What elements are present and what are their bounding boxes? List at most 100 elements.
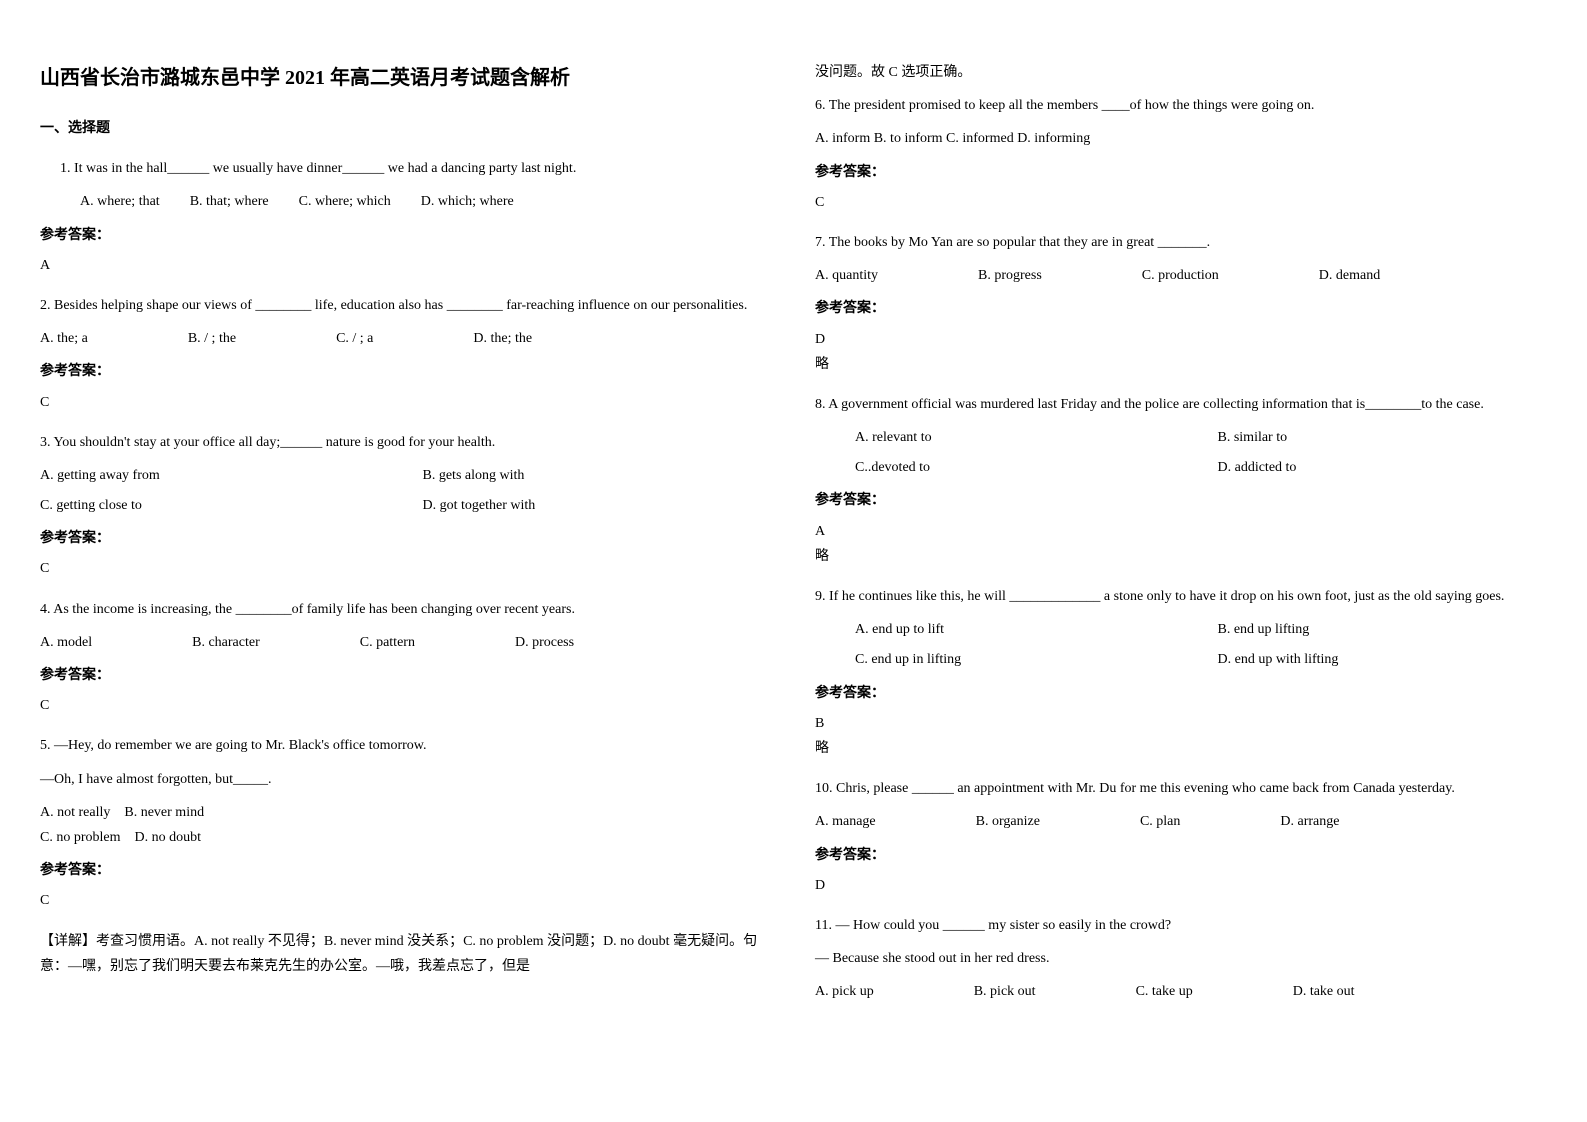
q1-answer-label: 参考答案：: [40, 223, 765, 248]
q8-note: 略: [815, 544, 1540, 569]
question-5: 5. —Hey, do remember we are going to Mr.…: [40, 733, 765, 979]
question-1: 1. It was in the hall______ we usually h…: [40, 156, 765, 278]
q11-optD: D. take out: [1293, 979, 1355, 1004]
q4-optB: B. character: [192, 630, 260, 655]
q10-answer: D: [815, 873, 1540, 898]
section-heading: 一、选择题: [40, 116, 765, 141]
q1-optD: D. which; where: [421, 189, 514, 214]
q4-optC: C. pattern: [360, 630, 415, 655]
q2-optD: D. the; the: [473, 326, 532, 351]
q6-text: 6. The president promised to keep all th…: [815, 93, 1540, 118]
q1-optB: B. that; where: [190, 189, 269, 214]
q11-optC: C. take up: [1136, 979, 1193, 1004]
q8-answer: A: [815, 519, 1540, 544]
q2-optC: C. / ; a: [336, 326, 373, 351]
q3-optC: C. getting close to: [40, 493, 383, 518]
q2-answer-label: 参考答案：: [40, 359, 765, 384]
q11-text1: 11. — How could you ______ my sister so …: [815, 913, 1540, 938]
q1-optA: A. where; that: [80, 189, 160, 214]
q4-answer: C: [40, 693, 765, 718]
page-container: 山西省长治市潞城东邑中学 2021 年高二英语月考试题含解析 一、选择题 1. …: [40, 60, 1540, 1014]
q3-optD: D. got together with: [423, 493, 766, 518]
q8-optB: B. similar to: [1218, 425, 1541, 450]
q3-optA: A. getting away from: [40, 463, 383, 488]
document-title: 山西省长治市潞城东邑中学 2021 年高二英语月考试题含解析: [40, 60, 765, 96]
q6-options: A. inform B. to inform C. informed D. in…: [815, 126, 1540, 151]
q5-explanation: 【详解】考查习惯用语。A. not really 不见得；B. never mi…: [40, 929, 765, 979]
q9-optA: A. end up to lift: [855, 617, 1178, 642]
q7-optB: B. progress: [978, 263, 1042, 288]
q7-answer: D: [815, 327, 1540, 352]
q4-options: A. model B. character C. pattern D. proc…: [40, 630, 765, 655]
q7-optC: C. production: [1142, 263, 1219, 288]
q5-continuation: 没问题。故 C 选项正确。: [815, 60, 1540, 85]
q3-answer-label: 参考答案：: [40, 526, 765, 551]
q2-options: A. the; a B. / ; the C. / ; a D. the; th…: [40, 326, 765, 351]
q8-optA: A. relevant to: [855, 425, 1178, 450]
q3-text: 3. You shouldn't stay at your office all…: [40, 430, 765, 455]
q5-optD: D. no doubt: [135, 830, 202, 845]
q5-answer: C: [40, 888, 765, 913]
q7-text: 7. The books by Mo Yan are so popular th…: [815, 230, 1540, 255]
q5-text1: 5. —Hey, do remember we are going to Mr.…: [40, 733, 765, 758]
q3-options: A. getting away from B. gets along with …: [40, 463, 765, 518]
q8-optC: C..devoted to: [855, 455, 1178, 480]
question-7: 7. The books by Mo Yan are so popular th…: [815, 230, 1540, 377]
q11-optB: B. pick out: [974, 979, 1036, 1004]
question-10: 10. Chris, please ______ an appointment …: [815, 776, 1540, 898]
q10-optA: A. manage: [815, 809, 876, 834]
q5-options-row2: C. no problem D. no doubt: [40, 825, 765, 850]
q5-options-row1: A. not really B. never mind: [40, 800, 765, 825]
q4-text: 4. As the income is increasing, the ____…: [40, 597, 765, 622]
q6-answer: C: [815, 190, 1540, 215]
q9-answer-label: 参考答案：: [815, 681, 1540, 706]
q1-text: 1. It was in the hall______ we usually h…: [40, 156, 765, 181]
q10-text: 10. Chris, please ______ an appointment …: [815, 776, 1540, 801]
q9-options: A. end up to lift B. end up lifting C. e…: [815, 617, 1540, 672]
q9-note: 略: [815, 736, 1540, 761]
q8-text: 8. A government official was murdered la…: [815, 392, 1540, 417]
q2-text: 2. Besides helping shape our views of __…: [40, 293, 765, 318]
q11-optA: A. pick up: [815, 979, 874, 1004]
q9-answer: B: [815, 711, 1540, 736]
q7-options: A. quantity B. progress C. production D.…: [815, 263, 1540, 288]
q7-optA: A. quantity: [815, 263, 878, 288]
question-2: 2. Besides helping shape our views of __…: [40, 293, 765, 415]
q2-optB: B. / ; the: [188, 326, 236, 351]
q7-answer-label: 参考答案：: [815, 296, 1540, 321]
q11-options: A. pick up B. pick out C. take up D. tak…: [815, 979, 1540, 1004]
question-9: 9. If he continues like this, he will __…: [815, 584, 1540, 761]
q4-optA: A. model: [40, 630, 92, 655]
q10-options: A. manage B. organize C. plan D. arrange: [815, 809, 1540, 834]
q3-optB: B. gets along with: [423, 463, 766, 488]
q7-note: 略: [815, 352, 1540, 377]
q1-optC: C. where; which: [299, 189, 391, 214]
q5-answer-label: 参考答案：: [40, 858, 765, 883]
q2-optA: A. the; a: [40, 326, 88, 351]
q4-answer-label: 参考答案：: [40, 663, 765, 688]
q1-answer: A: [40, 253, 765, 278]
q7-optD: D. demand: [1319, 263, 1380, 288]
q1-options: A. where; that B. that; where C. where; …: [40, 189, 765, 214]
q5-optA: A. not really: [40, 805, 110, 820]
q5-text2: —Oh, I have almost forgotten, but_____.: [40, 767, 765, 792]
q5-optB: B. never mind: [124, 805, 204, 820]
q9-optB: B. end up lifting: [1218, 617, 1541, 642]
q10-optC: C. plan: [1140, 809, 1180, 834]
question-4: 4. As the income is increasing, the ____…: [40, 597, 765, 719]
q10-answer-label: 参考答案：: [815, 843, 1540, 868]
q8-optD: D. addicted to: [1218, 455, 1541, 480]
question-3: 3. You shouldn't stay at your office all…: [40, 430, 765, 582]
q9-text: 9. If he continues like this, he will __…: [815, 584, 1540, 609]
q3-answer: C: [40, 556, 765, 581]
question-6: 6. The president promised to keep all th…: [815, 93, 1540, 215]
left-column: 山西省长治市潞城东邑中学 2021 年高二英语月考试题含解析 一、选择题 1. …: [40, 60, 765, 1014]
q9-optC: C. end up in lifting: [855, 647, 1178, 672]
q8-answer-label: 参考答案：: [815, 488, 1540, 513]
question-11: 11. — How could you ______ my sister so …: [815, 913, 1540, 1005]
right-column: 没问题。故 C 选项正确。 6. The president promised …: [815, 60, 1540, 1014]
q6-answer-label: 参考答案：: [815, 160, 1540, 185]
q4-optD: D. process: [515, 630, 574, 655]
q5-optC: C. no problem: [40, 830, 121, 845]
q10-optD: D. arrange: [1280, 809, 1339, 834]
